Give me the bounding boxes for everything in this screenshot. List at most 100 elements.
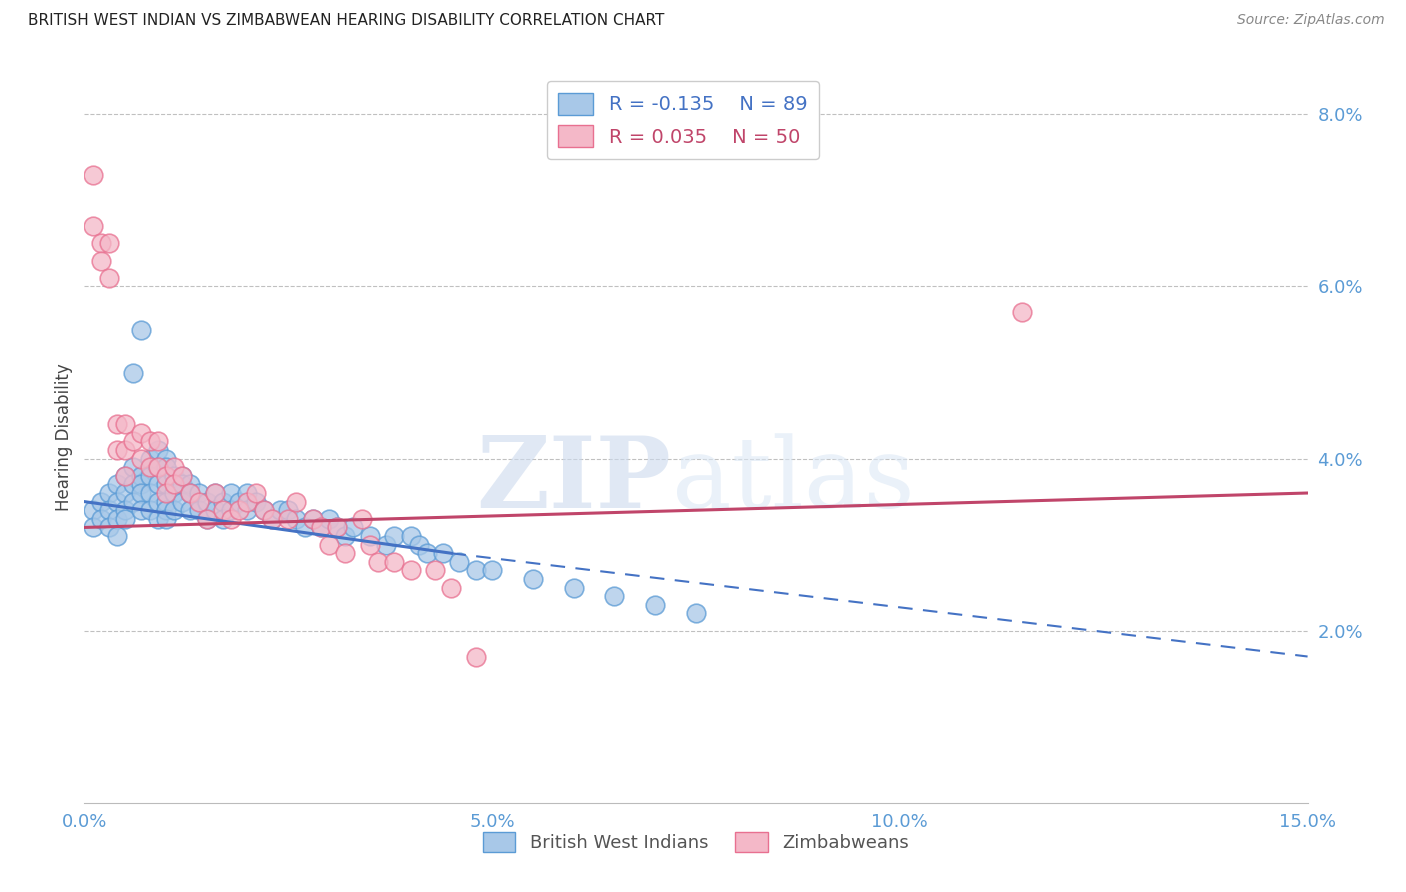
Point: [114, 468, 136, 483]
Point: [644, 598, 666, 612]
Point: [382, 529, 405, 543]
Point: [204, 486, 226, 500]
Point: [163, 477, 186, 491]
Point: [318, 512, 340, 526]
Point: [212, 494, 235, 508]
Point: [138, 486, 160, 500]
Point: [1011, 305, 1033, 319]
Point: [277, 503, 299, 517]
Point: [236, 486, 259, 500]
Point: [172, 477, 194, 491]
Point: [195, 512, 218, 526]
Point: [155, 494, 177, 508]
Point: [105, 494, 128, 508]
Point: [309, 520, 332, 534]
Point: [114, 417, 136, 432]
Point: [399, 564, 422, 578]
Point: [155, 503, 177, 517]
Point: [603, 589, 626, 603]
Y-axis label: Hearing Disability: Hearing Disability: [55, 363, 73, 511]
Point: [131, 425, 153, 440]
Point: [449, 555, 471, 569]
Point: [253, 503, 276, 517]
Point: [375, 538, 398, 552]
Point: [464, 564, 486, 578]
Point: [114, 503, 136, 517]
Point: [146, 460, 169, 475]
Point: [685, 607, 707, 621]
Point: [432, 546, 454, 560]
Point: [131, 322, 153, 336]
Point: [90, 512, 112, 526]
Point: [179, 503, 201, 517]
Point: [97, 486, 120, 500]
Point: [146, 460, 169, 475]
Point: [82, 503, 104, 517]
Point: [105, 442, 128, 457]
Point: [163, 503, 186, 517]
Point: [97, 520, 120, 534]
Point: [146, 477, 169, 491]
Point: [138, 503, 160, 517]
Point: [82, 520, 104, 534]
Point: [155, 486, 177, 500]
Point: [382, 555, 405, 569]
Point: [97, 236, 120, 251]
Point: [114, 486, 136, 500]
Point: [301, 512, 323, 526]
Point: [562, 581, 585, 595]
Point: [326, 520, 349, 534]
Point: [146, 494, 169, 508]
Point: [114, 442, 136, 457]
Text: Source: ZipAtlas.com: Source: ZipAtlas.com: [1237, 13, 1385, 28]
Point: [219, 503, 242, 517]
Point: [131, 477, 153, 491]
Point: [350, 512, 373, 526]
Point: [212, 512, 235, 526]
Point: [138, 434, 160, 449]
Point: [105, 477, 128, 491]
Point: [131, 503, 153, 517]
Point: [122, 366, 145, 380]
Point: [318, 538, 340, 552]
Point: [301, 512, 323, 526]
Point: [399, 529, 422, 543]
Point: [155, 512, 177, 526]
Point: [114, 468, 136, 483]
Point: [326, 520, 349, 534]
Point: [228, 503, 250, 517]
Point: [195, 494, 218, 508]
Text: BRITISH WEST INDIAN VS ZIMBABWEAN HEARING DISABILITY CORRELATION CHART: BRITISH WEST INDIAN VS ZIMBABWEAN HEARIN…: [28, 13, 665, 29]
Point: [90, 236, 112, 251]
Point: [285, 512, 308, 526]
Point: [90, 253, 112, 268]
Point: [285, 494, 308, 508]
Point: [408, 538, 430, 552]
Point: [204, 486, 226, 500]
Point: [245, 486, 267, 500]
Point: [155, 477, 177, 491]
Point: [146, 442, 169, 457]
Point: [253, 503, 276, 517]
Point: [228, 494, 250, 508]
Point: [155, 468, 177, 483]
Point: [90, 494, 112, 508]
Point: [122, 434, 145, 449]
Point: [105, 512, 128, 526]
Text: atlas: atlas: [672, 434, 914, 529]
Legend: British West Indians, Zimbabweans: British West Indians, Zimbabweans: [475, 824, 917, 860]
Point: [146, 434, 169, 449]
Point: [131, 451, 153, 466]
Point: [269, 503, 291, 517]
Point: [219, 486, 242, 500]
Point: [155, 451, 177, 466]
Point: [440, 581, 463, 595]
Point: [212, 503, 235, 517]
Point: [187, 486, 209, 500]
Point: [464, 649, 486, 664]
Point: [359, 529, 381, 543]
Point: [335, 546, 357, 560]
Point: [236, 494, 259, 508]
Point: [146, 512, 169, 526]
Point: [114, 512, 136, 526]
